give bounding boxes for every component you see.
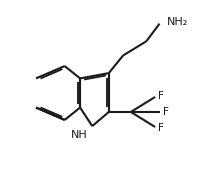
Text: NH: NH [71, 130, 88, 140]
Text: F: F [159, 123, 164, 133]
Text: F: F [159, 91, 164, 101]
Text: F: F [163, 107, 169, 117]
Text: NH₂: NH₂ [167, 17, 188, 27]
